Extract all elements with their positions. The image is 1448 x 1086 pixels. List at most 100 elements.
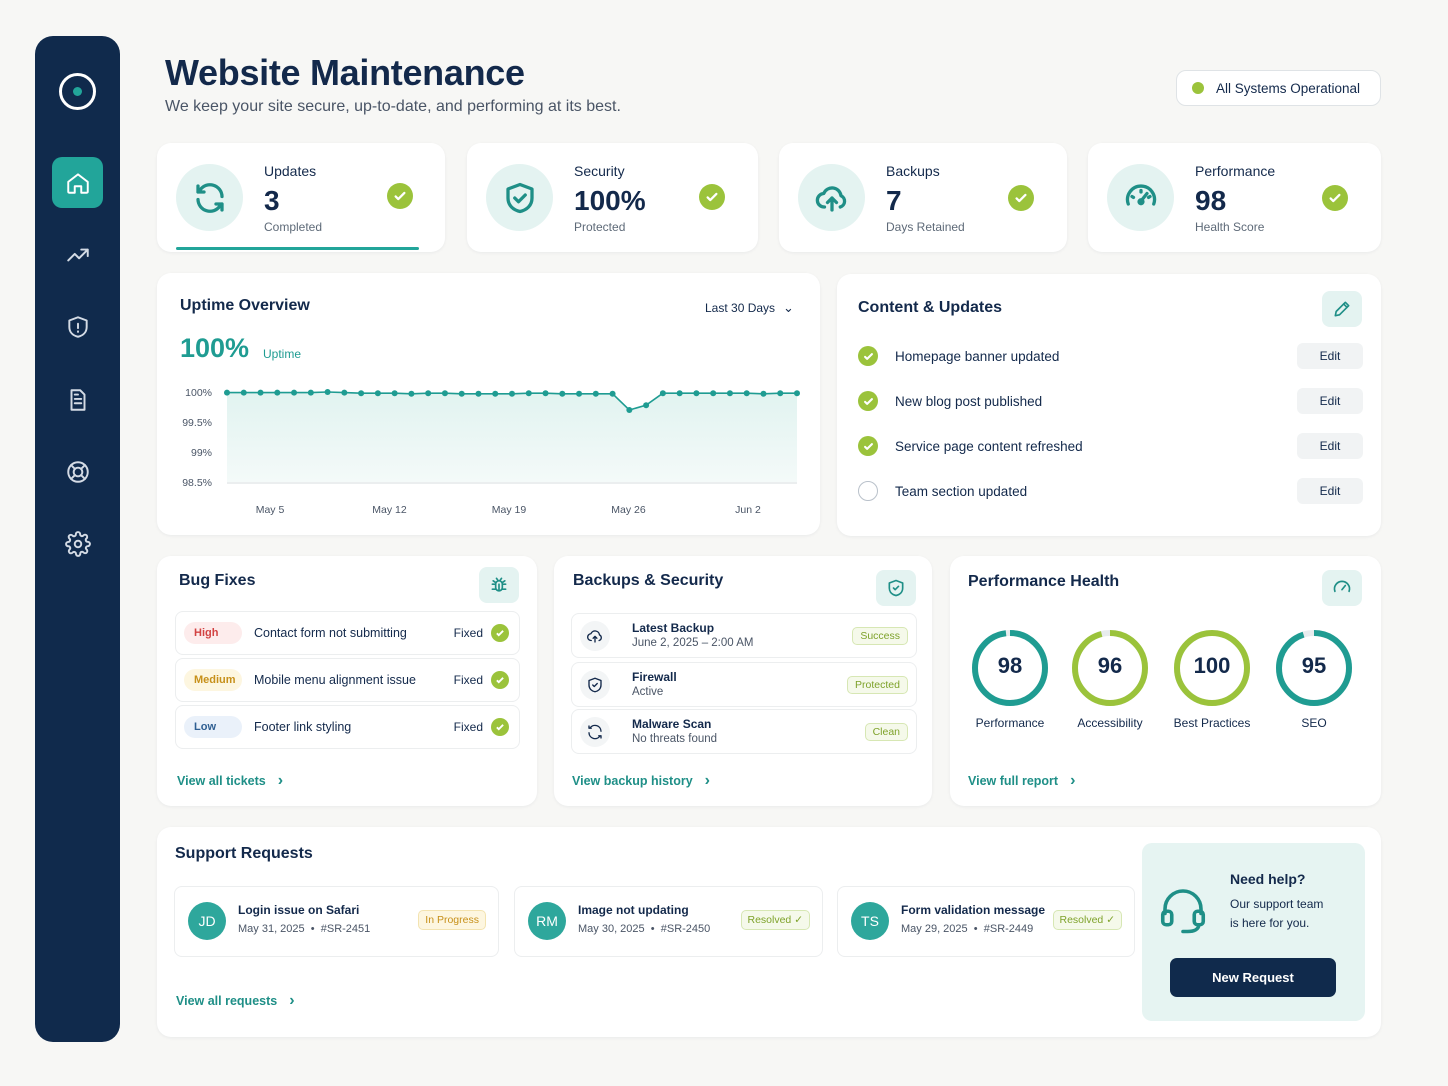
gauge-label: Best Practices <box>1173 716 1251 730</box>
malware-scan-row[interactable]: Malware Scan No threats found Clean <box>571 709 917 754</box>
gauge-arc <box>1072 630 1148 706</box>
bug-row[interactable]: Medium Mobile menu alignment issue Fixed <box>175 658 520 702</box>
speedometer-icon <box>1107 164 1174 231</box>
status-badge: In Progress <box>418 910 486 930</box>
request-meta: May 30, 2025 • #SR-2450 <box>578 923 711 935</box>
uptime-point <box>509 390 515 397</box>
check-icon <box>1008 185 1034 211</box>
firewall-row[interactable]: Firewall Active Protected <box>571 662 917 707</box>
gauge-accessibility: 96 Accessibility <box>1070 628 1150 730</box>
sidebar <box>35 36 120 1042</box>
gauge-value: 100 <box>1193 653 1231 678</box>
uptime-point <box>324 389 331 395</box>
edit-button[interactable]: Edit <box>1297 478 1363 504</box>
new-request-button[interactable]: New Request <box>1170 958 1336 997</box>
empty-circle-icon[interactable] <box>858 481 878 501</box>
gear-icon[interactable] <box>52 518 103 569</box>
request-title: Image not updating <box>578 903 689 917</box>
headset-icon <box>1160 889 1206 934</box>
check-icon <box>387 183 413 209</box>
uptime-point <box>777 390 784 397</box>
uptime-point <box>542 390 549 397</box>
bug-row[interactable]: High Contact form not submitting Fixed <box>175 611 520 655</box>
edit-button[interactable]: Edit <box>1297 433 1363 459</box>
view-all-requests-link[interactable]: View all requests <box>176 992 295 1010</box>
bug-row[interactable]: Low Footer link styling Fixed <box>175 705 520 749</box>
uptime-card: Uptime Overview Last 30 Days 100% Uptime… <box>157 273 820 535</box>
uptime-point <box>794 390 800 397</box>
stat-label: Backups <box>886 163 940 179</box>
help-text-line2: is here for you. <box>1230 916 1310 930</box>
backups-security-title: Backups & Security <box>573 572 724 589</box>
row-title: Latest Backup <box>632 621 715 635</box>
uptime-point <box>441 390 448 397</box>
row-title: Malware Scan <box>632 717 712 731</box>
stat-label: Updates <box>264 163 317 179</box>
request-meta: May 29, 2025 • #SR-2449 <box>901 923 1034 935</box>
shield-check-icon <box>486 164 553 231</box>
shield-icon[interactable] <box>52 301 103 352</box>
backup-row[interactable]: Latest Backup June 2, 2025 – 2:00 AM Suc… <box>571 613 917 658</box>
backups-stat-card[interactable]: Backups 7 Days Retained <box>779 143 1067 252</box>
gauge-performance: 98 Performance <box>970 628 1050 730</box>
uptime-point <box>525 390 532 397</box>
gauge-label: SEO <box>1301 716 1327 730</box>
check-icon <box>491 718 509 736</box>
edit-button[interactable]: Edit <box>1297 388 1363 414</box>
logo[interactable] <box>59 73 96 110</box>
cloud-upload-icon <box>580 621 610 651</box>
edit-button[interactable]: Edit <box>1297 343 1363 369</box>
analytics-icon[interactable] <box>52 229 103 280</box>
stat-sub: Protected <box>574 220 626 234</box>
check-icon <box>858 436 878 456</box>
content-updates-card: Content & Updates Homepage banner update… <box>837 274 1381 536</box>
security-stat-card[interactable]: Security 100% Protected <box>467 143 758 252</box>
stat-value: 7 <box>886 185 902 216</box>
y-tick-label: 99% <box>191 447 212 459</box>
uptime-point <box>693 390 700 397</box>
row-title: Firewall <box>632 670 677 684</box>
range-dropdown[interactable]: Last 30 Days <box>705 300 794 316</box>
backups-security-card: Backups & Security Latest Backup June 2,… <box>554 556 932 806</box>
request-title: Form validation message <box>901 903 1046 917</box>
y-tick-label: 99.5% <box>182 417 212 429</box>
uptime-area <box>227 392 797 482</box>
content-item: New blog post published Edit <box>858 386 1363 416</box>
view-full-report-link[interactable]: View full report <box>968 772 1075 790</box>
uptime-point <box>240 389 247 396</box>
pencil-icon[interactable] <box>1322 291 1362 327</box>
help-panel: Need help? Our support team is here for … <box>1142 843 1365 1021</box>
performance-stat-card[interactable]: Performance 98 Health Score <box>1088 143 1381 252</box>
support-icon[interactable] <box>52 446 103 497</box>
system-status-badge[interactable]: All Systems Operational <box>1176 70 1381 106</box>
uptime-chart: 100% 99.5% 99% 98.5% May 5 May 12 May 19 May 26… <box>182 387 800 516</box>
bug-status: Fixed <box>453 720 483 734</box>
updates-stat-card[interactable]: Updates 3 Completed <box>157 143 445 252</box>
document-icon[interactable] <box>52 374 103 425</box>
gauge-arc <box>972 630 1048 706</box>
gauge-label: Accessibility <box>1077 716 1143 730</box>
uptime-point <box>458 390 465 397</box>
check-icon <box>858 346 878 366</box>
view-all-tickets-link[interactable]: View all tickets <box>177 772 283 790</box>
view-backup-history-link[interactable]: View backup history <box>572 772 710 790</box>
performance-health-card: Performance Health 98 Performance 96 Acces… <box>950 556 1381 806</box>
content-item: Team section updated Edit <box>858 476 1363 506</box>
uptime-point <box>391 390 398 397</box>
home-icon[interactable] <box>52 157 103 208</box>
uptime-value: 100% <box>180 333 250 363</box>
shield-icon <box>876 570 916 606</box>
status-badge: Clean <box>864 723 908 741</box>
severity-badge: Medium <box>184 669 242 691</box>
status-badge: Success <box>852 627 908 645</box>
check-icon <box>491 624 509 642</box>
page-subtitle: We keep your site secure, up-to-date, an… <box>165 98 621 115</box>
uptime-point <box>291 389 298 396</box>
stat-label: Security <box>574 163 625 179</box>
support-request-item[interactable]: TS Form validation message May 29, 2025 … <box>837 886 1135 957</box>
support-request-item[interactable]: RM Image not updating May 30, 2025 • #SR… <box>514 886 823 957</box>
check-icon <box>858 391 878 411</box>
check-icon <box>699 184 725 210</box>
support-request-item[interactable]: JD Login issue on Safari May 31, 2025 • … <box>174 886 499 957</box>
bug-fixes-title: Bug Fixes <box>179 572 256 589</box>
